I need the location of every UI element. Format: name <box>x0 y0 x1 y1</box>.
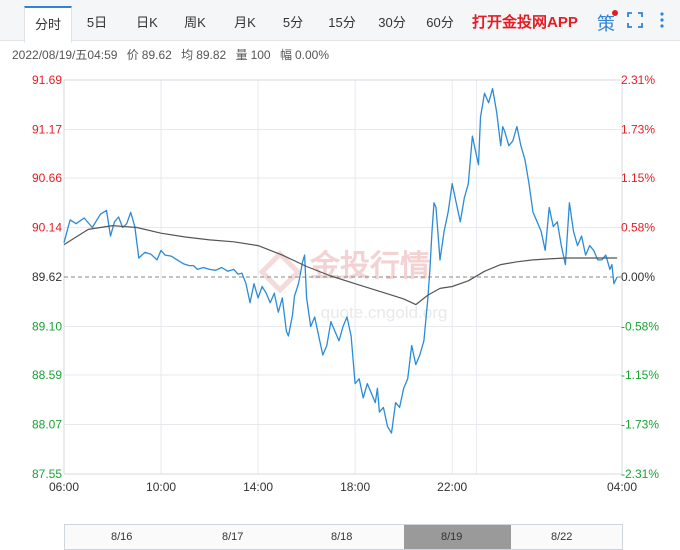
navigator-label: 8/18 <box>331 531 353 543</box>
tab-5-min[interactable]: 5分 <box>282 15 304 30</box>
intraday-chart[interactable]: 金投行情 quote.cngold.org 91.69 91.17 90.66 90.14… <box>0 66 680 524</box>
tab-15-min[interactable]: 15分 <box>328 15 356 30</box>
time-navigator[interactable]: 8/16 8/17 8/18 8/19 8/22 <box>64 524 623 550</box>
tab-60-min[interactable]: 60分 <box>426 15 454 30</box>
navigator-label: 8/22 <box>551 531 573 543</box>
y-tick-label: 90.14 <box>32 221 62 235</box>
tab-daily-k[interactable]: 日K <box>136 15 158 30</box>
y-tick-label: 90.66 <box>32 171 62 185</box>
x-tick-label: 04:00 <box>607 480 637 494</box>
y-tick-label: 87.55 <box>32 467 62 481</box>
change-label: 幅 <box>279 48 292 62</box>
y-tick-label: 89.10 <box>32 319 62 333</box>
navigator-label: 8/19 <box>441 531 463 543</box>
x-tick-label: 18:00 <box>340 480 370 494</box>
price-value: 89.62 <box>141 48 172 62</box>
y-tick-label-right: -2.31% <box>621 467 659 481</box>
x-tick-label: 22:00 <box>437 480 467 494</box>
y-tick-label-right: -0.58% <box>621 319 659 333</box>
notification-dot <box>612 10 618 16</box>
y-tick-label: 91.69 <box>32 73 62 87</box>
volume-value: 100 <box>250 48 271 62</box>
y-tick-label-right: -1.15% <box>621 368 659 382</box>
tab-monthly-k[interactable]: 月K <box>234 15 256 30</box>
avg-value: 89.82 <box>196 48 227 62</box>
y-tick-label-right: 2.31% <box>621 73 655 87</box>
y-tick-label-right: 1.15% <box>621 171 655 185</box>
open-app-link[interactable]: 打开金投网APP <box>472 14 578 31</box>
y-tick-label-right: 0.58% <box>621 221 655 235</box>
y-tick-label-right: 1.73% <box>621 122 655 136</box>
y-tick-label: 88.59 <box>32 368 62 382</box>
x-tick-label: 06:00 <box>49 480 79 494</box>
navigator-label: 8/17 <box>222 531 244 543</box>
strategy-label: 策 <box>597 14 615 34</box>
tab-5-day[interactable]: 5日 <box>86 15 108 30</box>
period-tab-bar: 分时 5日 日K 周K 月K 5分 15分 30分 60分 打开金投网APP 策 <box>0 0 680 43</box>
quote-info-line: 2022/08/19/五04:59 价 89.62 均 89.82 量 100 幅 0.… <box>12 46 335 63</box>
price-label: 价 <box>126 48 139 62</box>
watermark-url: quote.cngold.org <box>321 303 448 322</box>
tab-intraday[interactable]: 分时 <box>24 6 72 43</box>
navigator-selection[interactable] <box>404 525 511 549</box>
y-tick-label: 88.07 <box>32 418 62 432</box>
y-tick-label-right: 0.00% <box>621 270 655 284</box>
y-tick-label: 91.17 <box>32 122 62 136</box>
navigator-label: 8/16 <box>111 531 133 543</box>
price-series-line <box>63 87 618 434</box>
watermark-text: 金投行情 <box>309 249 430 284</box>
volume-label: 量 <box>235 48 248 62</box>
more-vertical-icon[interactable] <box>659 12 665 33</box>
strategy-button[interactable]: 策 <box>597 10 618 36</box>
tab-weekly-k[interactable]: 周K <box>184 15 206 30</box>
x-tick-label: 14:00 <box>243 480 273 494</box>
fullscreen-icon[interactable] <box>627 12 643 33</box>
avg-label: 均 <box>181 48 194 62</box>
y-tick-label-right: -1.73% <box>621 418 659 432</box>
watermark-logo <box>258 250 302 294</box>
y-tick-label: 89.62 <box>32 270 62 284</box>
tab-30-min[interactable]: 30分 <box>378 15 406 30</box>
quote-datetime: 2022/08/19/五04:59 <box>12 48 118 62</box>
change-value: 0.00% <box>294 48 329 62</box>
x-tick-label: 10:00 <box>146 480 176 494</box>
average-series-line <box>63 225 618 306</box>
